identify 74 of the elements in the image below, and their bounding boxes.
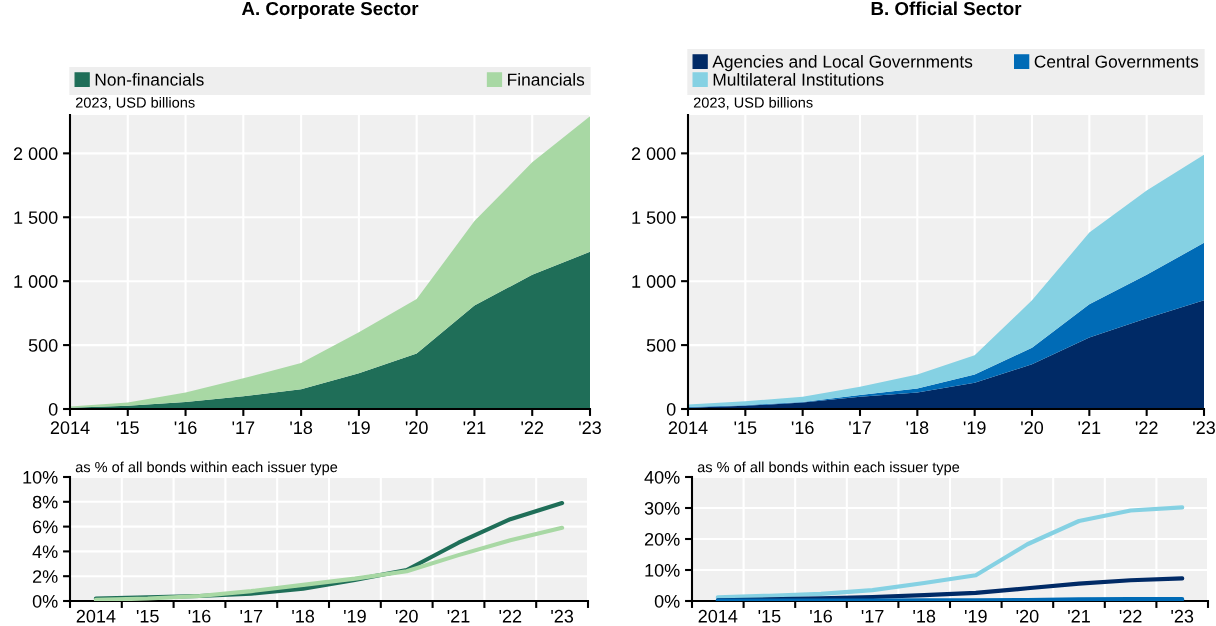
- x-tick-label: 2014: [668, 421, 708, 435]
- x-tick-label: '16: [188, 609, 211, 623]
- chart-title: B. Official Sector: [871, 1, 1022, 16]
- x-tick-label: '15: [116, 421, 139, 435]
- x-tick-label: '20: [1021, 421, 1044, 435]
- x-tick-label: '17: [861, 610, 884, 623]
- y-tick-label: 0%: [654, 594, 680, 608]
- line-series: [715, 505, 1185, 600]
- y-tick-label: 1 000: [14, 275, 58, 288]
- x-tick-label: '22: [521, 421, 544, 434]
- y-tick-label: 10%: [645, 563, 680, 577]
- x-tick-label: '20: [405, 421, 428, 435]
- x-tick-label: '21: [463, 421, 486, 434]
- chart-title: A. Corporate Sector: [241, 1, 419, 19]
- legend-label: Non-financials: [95, 73, 204, 86]
- legend-label: Agencies and Local Governments: [712, 55, 973, 72]
- y-tick-label: 2%: [33, 570, 58, 583]
- x-tick-label: '19: [348, 421, 370, 435]
- x-tick-label: '16: [810, 609, 832, 623]
- x-tick-label: '17: [849, 421, 871, 434]
- x-tick-label: 2014: [50, 421, 90, 435]
- x-tick-label: '15: [758, 610, 781, 623]
- y-axis-title: as % of all bonds within each issuer type: [75, 461, 338, 476]
- x-tick-label: '23: [551, 609, 574, 623]
- x-tick-label: '17: [240, 610, 263, 623]
- y-tick-label: 0: [48, 402, 58, 416]
- x-tick-label: '16: [791, 421, 814, 435]
- y-tick-label: 1 500: [632, 211, 676, 224]
- y-tick-label: 8%: [32, 495, 58, 509]
- x-tick-label: '20: [1016, 609, 1039, 623]
- y-axis-title: 2023, USD billions: [693, 97, 813, 110]
- y-tick-label: 20%: [644, 532, 680, 546]
- legend-label: Financials: [508, 73, 585, 86]
- y-tick-label: 500: [646, 339, 676, 352]
- x-tick-label: '23: [1193, 421, 1215, 435]
- x-tick-label: '19: [963, 421, 986, 435]
- x-tick-label: '15: [734, 421, 757, 435]
- y-tick-label: 1 000: [632, 275, 676, 288]
- y-axis-title: 2023, USD billions: [75, 97, 195, 110]
- y-tick-label: 0: [666, 402, 676, 416]
- x-tick-label: '19: [964, 609, 987, 623]
- x-tick-label: '21: [1078, 421, 1101, 434]
- x-tick-label: '20: [395, 609, 418, 623]
- x-tick-label: '21: [447, 609, 470, 623]
- x-tick-label: 2014: [698, 609, 738, 623]
- x-tick-label: 2014: [76, 609, 116, 623]
- legend-label: Multilateral Institutions: [713, 73, 884, 86]
- line-series: [93, 525, 565, 601]
- x-tick-label: '22: [1135, 421, 1158, 434]
- x-tick-label: '23: [579, 421, 601, 435]
- y-axis-title: as % of all bonds within each issuer type: [697, 461, 960, 476]
- y-tick-label: 0%: [32, 594, 58, 608]
- x-tick-label: '18: [290, 421, 313, 435]
- x-tick-label: '22: [1119, 609, 1142, 623]
- y-tick-label: 500: [28, 339, 58, 352]
- x-tick-label: '18: [292, 609, 315, 623]
- y-tick-label: 30%: [644, 501, 680, 515]
- y-tick-label: 2 000: [631, 147, 676, 161]
- x-tick-label: '16: [174, 421, 197, 435]
- x-tick-label: '23: [1171, 609, 1194, 623]
- x-tick-label: '18: [906, 421, 929, 435]
- x-tick-label: '17: [232, 421, 255, 434]
- y-tick-label: 40%: [644, 470, 680, 484]
- x-tick-label: '21: [1068, 609, 1090, 623]
- x-tick-label: '19: [344, 609, 366, 623]
- y-tick-label: 6%: [33, 520, 58, 534]
- legend-label: Central Governments: [1034, 55, 1199, 68]
- x-tick-label: '15: [136, 610, 159, 623]
- y-tick-label: 2 000: [13, 147, 58, 161]
- y-tick-label: 4%: [32, 545, 58, 559]
- y-tick-label: 1 500: [14, 211, 58, 224]
- x-tick-label: '18: [913, 609, 936, 623]
- y-tick-label: 10%: [23, 470, 58, 484]
- x-tick-label: '22: [499, 609, 522, 623]
